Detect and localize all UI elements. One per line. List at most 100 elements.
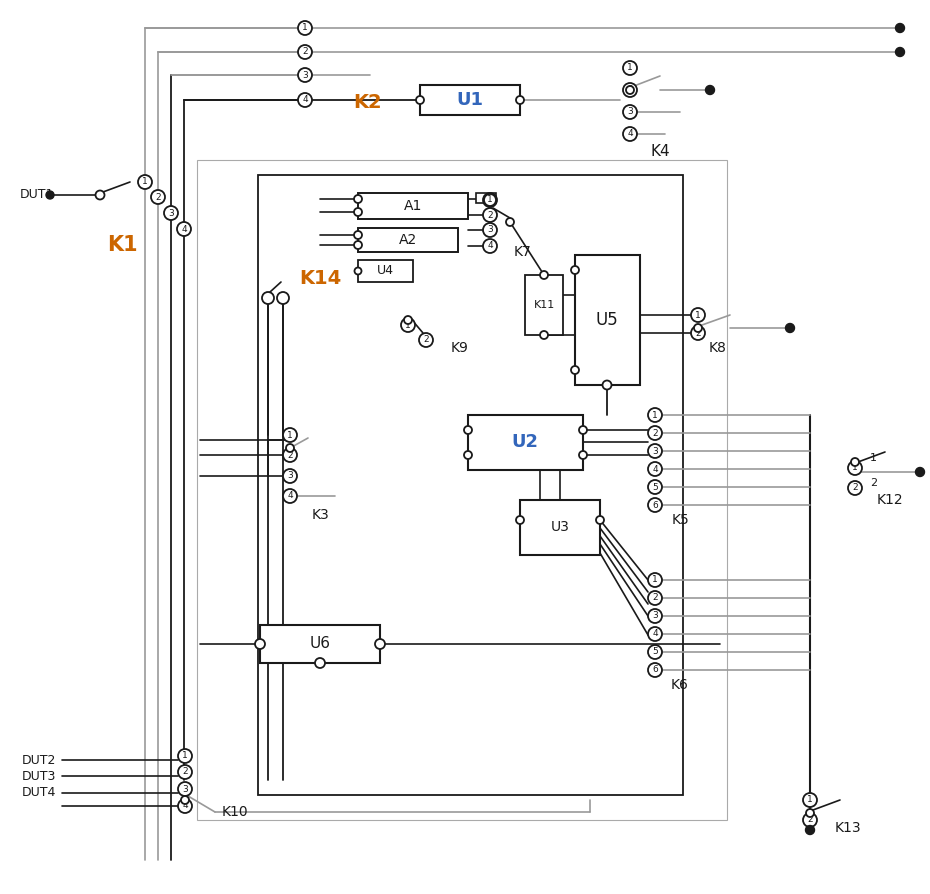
Circle shape bbox=[298, 21, 312, 35]
Text: DUT4: DUT4 bbox=[22, 787, 57, 799]
Text: U4: U4 bbox=[377, 265, 393, 277]
Text: 4: 4 bbox=[182, 802, 188, 811]
Text: K6: K6 bbox=[671, 678, 689, 692]
Text: U5: U5 bbox=[595, 311, 618, 329]
Text: 2: 2 bbox=[807, 815, 813, 824]
Text: A2: A2 bbox=[399, 233, 418, 247]
Circle shape bbox=[178, 765, 192, 779]
Bar bbox=[575, 255, 640, 385]
Text: 2: 2 bbox=[627, 86, 632, 95]
Circle shape bbox=[96, 190, 104, 199]
Text: 1: 1 bbox=[142, 178, 148, 187]
Circle shape bbox=[579, 451, 587, 459]
Text: U2: U2 bbox=[512, 433, 538, 451]
Text: 3: 3 bbox=[487, 225, 493, 234]
Circle shape bbox=[786, 324, 794, 333]
Circle shape bbox=[648, 408, 662, 422]
Text: DUT3: DUT3 bbox=[22, 770, 57, 782]
Text: 4: 4 bbox=[652, 629, 658, 638]
Circle shape bbox=[298, 93, 312, 107]
Circle shape bbox=[138, 175, 152, 189]
Circle shape bbox=[691, 308, 705, 322]
Circle shape bbox=[178, 782, 192, 796]
Circle shape bbox=[648, 444, 662, 458]
Text: 6: 6 bbox=[652, 665, 658, 674]
Circle shape bbox=[706, 86, 714, 95]
Text: 2: 2 bbox=[652, 428, 658, 437]
Circle shape bbox=[416, 96, 424, 104]
Text: 5: 5 bbox=[652, 483, 658, 492]
Circle shape bbox=[354, 208, 362, 216]
Text: DUT1: DUT1 bbox=[20, 189, 54, 201]
Circle shape bbox=[401, 318, 415, 332]
Text: 2: 2 bbox=[487, 210, 493, 220]
Circle shape bbox=[626, 86, 634, 94]
Circle shape bbox=[354, 267, 362, 274]
Bar bbox=[520, 500, 600, 555]
Circle shape bbox=[648, 627, 662, 641]
Circle shape bbox=[283, 428, 297, 442]
Circle shape bbox=[483, 193, 497, 207]
Text: K14: K14 bbox=[299, 268, 341, 288]
Circle shape bbox=[571, 366, 579, 374]
Text: K5: K5 bbox=[671, 513, 689, 527]
Text: A1: A1 bbox=[404, 199, 422, 213]
Text: 2: 2 bbox=[155, 192, 161, 201]
Text: K7: K7 bbox=[513, 245, 531, 259]
Text: U1: U1 bbox=[457, 91, 484, 109]
Circle shape bbox=[315, 658, 325, 668]
Circle shape bbox=[540, 331, 548, 339]
Text: 3: 3 bbox=[652, 611, 658, 620]
Circle shape bbox=[151, 190, 165, 204]
Text: 1: 1 bbox=[695, 310, 701, 319]
Text: 3: 3 bbox=[287, 471, 293, 480]
Text: DUT2: DUT2 bbox=[22, 754, 57, 766]
Circle shape bbox=[404, 316, 412, 324]
Circle shape bbox=[177, 222, 191, 236]
Circle shape bbox=[848, 481, 862, 495]
Circle shape bbox=[691, 326, 705, 340]
Circle shape bbox=[283, 489, 297, 503]
Circle shape bbox=[851, 458, 859, 466]
Circle shape bbox=[464, 451, 472, 459]
Circle shape bbox=[571, 266, 579, 274]
Circle shape bbox=[848, 461, 862, 475]
Circle shape bbox=[896, 23, 905, 32]
Text: K13: K13 bbox=[835, 821, 861, 835]
Circle shape bbox=[277, 292, 289, 304]
Circle shape bbox=[255, 639, 265, 649]
Bar bbox=[420, 85, 520, 115]
Circle shape bbox=[483, 239, 497, 253]
Text: K10: K10 bbox=[222, 805, 248, 819]
Text: 3: 3 bbox=[302, 71, 308, 80]
Circle shape bbox=[648, 498, 662, 512]
Bar bbox=[197, 160, 727, 820]
Text: 4: 4 bbox=[627, 130, 632, 139]
Text: 4: 4 bbox=[302, 96, 308, 105]
Text: 2: 2 bbox=[852, 484, 857, 493]
Circle shape bbox=[46, 191, 54, 199]
Circle shape bbox=[803, 813, 817, 827]
Text: K11: K11 bbox=[534, 300, 554, 310]
Bar bbox=[358, 260, 413, 282]
Circle shape bbox=[164, 206, 178, 220]
Circle shape bbox=[298, 45, 312, 59]
Text: 5: 5 bbox=[652, 647, 658, 656]
Text: K9: K9 bbox=[451, 341, 469, 355]
Circle shape bbox=[579, 426, 587, 434]
Text: K4: K4 bbox=[650, 145, 670, 159]
Bar bbox=[468, 415, 583, 470]
Circle shape bbox=[516, 96, 524, 104]
Text: 2: 2 bbox=[182, 768, 188, 777]
Circle shape bbox=[648, 426, 662, 440]
Text: 3: 3 bbox=[627, 107, 633, 116]
Text: 4: 4 bbox=[287, 492, 293, 501]
Text: 1: 1 bbox=[182, 752, 188, 761]
Text: K1: K1 bbox=[107, 235, 138, 255]
Circle shape bbox=[178, 799, 192, 813]
Bar bbox=[358, 193, 468, 219]
Text: 2: 2 bbox=[287, 451, 293, 460]
Circle shape bbox=[283, 448, 297, 462]
Text: 1: 1 bbox=[405, 321, 411, 330]
Text: 1: 1 bbox=[487, 196, 493, 205]
